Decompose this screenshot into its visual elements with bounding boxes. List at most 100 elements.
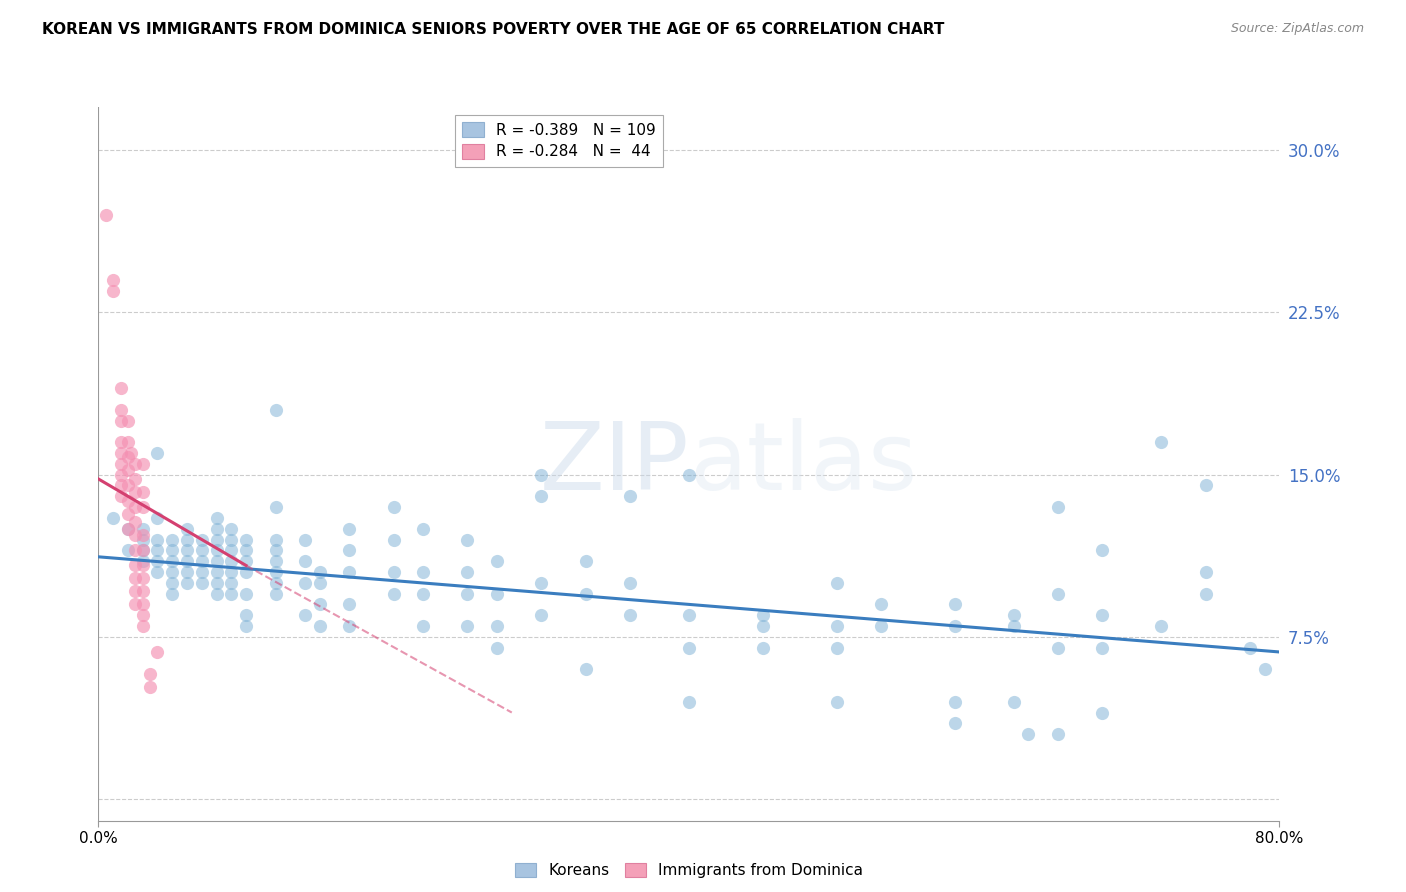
Point [678, 608, 700, 623]
Point [1091, 706, 1114, 720]
Point [456, 619, 478, 633]
Point [146, 543, 169, 558]
Point [110, 478, 132, 492]
Point [294, 575, 316, 590]
Point [176, 522, 198, 536]
Point [124, 598, 146, 612]
Point [530, 467, 553, 482]
Point [132, 522, 155, 536]
Point [219, 522, 242, 536]
Point [191, 533, 214, 547]
Point [191, 543, 214, 558]
Point [1091, 640, 1114, 655]
Point [124, 528, 146, 542]
Point [124, 543, 146, 558]
Point [117, 435, 139, 450]
Point [574, 554, 596, 568]
Point [1002, 695, 1025, 709]
Point [574, 586, 596, 600]
Text: ZIP: ZIP [540, 417, 689, 510]
Point [574, 662, 596, 676]
Point [176, 533, 198, 547]
Point [412, 565, 434, 579]
Point [530, 489, 553, 503]
Point [219, 565, 242, 579]
Text: Source: ZipAtlas.com: Source: ZipAtlas.com [1230, 22, 1364, 36]
Point [110, 446, 132, 460]
Point [110, 489, 132, 503]
Point [1091, 608, 1114, 623]
Point [124, 485, 146, 500]
Point [176, 565, 198, 579]
Point [205, 586, 228, 600]
Point [132, 500, 155, 514]
Point [619, 489, 641, 503]
Point [678, 467, 700, 482]
Point [205, 575, 228, 590]
Point [751, 619, 773, 633]
Point [103, 284, 125, 298]
Point [235, 543, 257, 558]
Point [825, 575, 848, 590]
Point [486, 640, 509, 655]
Point [219, 575, 242, 590]
Point [162, 533, 183, 547]
Point [117, 463, 139, 477]
Point [339, 598, 360, 612]
Point [132, 457, 155, 471]
Point [1046, 727, 1069, 741]
Point [120, 446, 142, 460]
Point [205, 522, 228, 536]
Point [943, 598, 966, 612]
Point [309, 565, 332, 579]
Point [146, 645, 169, 659]
Point [235, 619, 257, 633]
Point [309, 619, 332, 633]
Point [205, 511, 228, 525]
Point [110, 414, 132, 428]
Point [264, 586, 287, 600]
Point [943, 716, 966, 731]
Point [146, 554, 169, 568]
Point [456, 533, 478, 547]
Point [191, 565, 214, 579]
Point [1046, 640, 1069, 655]
Point [339, 522, 360, 536]
Point [219, 586, 242, 600]
Point [382, 500, 405, 514]
Point [117, 522, 139, 536]
Point [162, 565, 183, 579]
Point [162, 543, 183, 558]
Point [117, 507, 139, 521]
Point [264, 533, 287, 547]
Point [1195, 565, 1218, 579]
Point [176, 543, 198, 558]
Point [103, 273, 125, 287]
Point [1254, 662, 1277, 676]
Point [486, 586, 509, 600]
Legend: Koreans, Immigrants from Dominica: Koreans, Immigrants from Dominica [509, 856, 869, 884]
Point [294, 533, 316, 547]
Point [162, 554, 183, 568]
Point [235, 586, 257, 600]
Point [124, 584, 146, 599]
Point [219, 533, 242, 547]
Point [124, 515, 146, 529]
Point [191, 575, 214, 590]
Point [205, 543, 228, 558]
Point [1002, 608, 1025, 623]
Point [132, 571, 155, 585]
Point [139, 666, 162, 681]
Point [162, 586, 183, 600]
Point [619, 608, 641, 623]
Point [124, 472, 146, 486]
Text: KOREAN VS IMMIGRANTS FROM DOMINICA SENIORS POVERTY OVER THE AGE OF 65 CORRELATIO: KOREAN VS IMMIGRANTS FROM DOMINICA SENIO… [42, 22, 945, 37]
Point [219, 554, 242, 568]
Point [264, 554, 287, 568]
Point [1002, 619, 1025, 633]
Point [205, 533, 228, 547]
Point [110, 467, 132, 482]
Point [751, 640, 773, 655]
Point [1195, 586, 1218, 600]
Point [235, 533, 257, 547]
